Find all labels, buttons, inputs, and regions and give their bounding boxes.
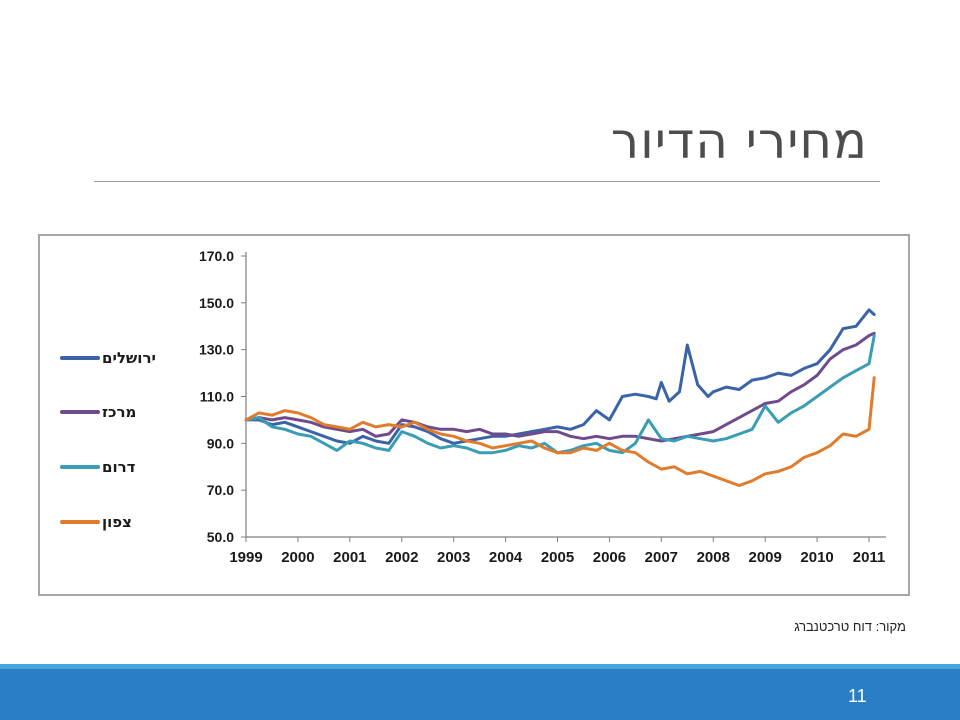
source-note: מקור: דוח טרכטנברג [794, 619, 906, 634]
chart-axes: 170.0 150.0 130.0 110.0 90.0 70.0 50.0 1999 2000… [199, 248, 886, 566]
x-tick-label: 2006 [593, 549, 626, 566]
series-line [244, 331, 876, 443]
chart-legend: ירושלים מרכז דרום צפון [60, 349, 156, 531]
y-tick-label: 130.0 [199, 342, 234, 358]
chart-frame: 170.0 150.0 130.0 110.0 90.0 70.0 50.0 1999 2000… [38, 234, 910, 596]
legend-label: דרום [102, 458, 136, 476]
x-tick-label: 2007 [645, 549, 678, 566]
x-tick-label: 2003 [437, 549, 470, 566]
x-tick-label: 2005 [541, 549, 574, 566]
x-tick-label: 2008 [697, 549, 730, 566]
chart-series [244, 308, 876, 487]
footer-accent [0, 664, 960, 669]
series-line [244, 334, 876, 455]
title-divider [94, 181, 880, 182]
x-tick-label: 2002 [385, 549, 418, 566]
x-tick-label: 1999 [229, 549, 262, 566]
y-tick-label: 110.0 [200, 389, 234, 405]
y-tick-label: 70.0 [207, 482, 234, 498]
legend-label: ירושלים [102, 349, 156, 367]
footer-bar [0, 664, 960, 720]
slide-title: מחירי הדיור [610, 112, 868, 170]
legend-label: מרכז [102, 403, 136, 421]
x-tick-label: 2010 [800, 549, 833, 566]
y-tick-label: 150.0 [199, 295, 234, 311]
house-price-chart: 170.0 150.0 130.0 110.0 90.0 70.0 50.0 1999 2000… [60, 248, 886, 566]
series-line [244, 376, 876, 487]
series-line [244, 308, 876, 445]
x-tick-label: 2004 [489, 549, 523, 566]
x-tick-label: 2011 [853, 549, 886, 566]
page-number: 11 [848, 686, 867, 706]
x-tick-label: 2000 [281, 549, 314, 566]
y-tick-label: 50.0 [207, 529, 234, 545]
x-tick-label: 2001 [333, 549, 366, 566]
y-tick-label: 90.0 [207, 435, 234, 451]
y-tick-label: 170.0 [199, 248, 234, 264]
x-tick-label: 2009 [748, 549, 781, 566]
legend-label: צפון [102, 513, 132, 531]
